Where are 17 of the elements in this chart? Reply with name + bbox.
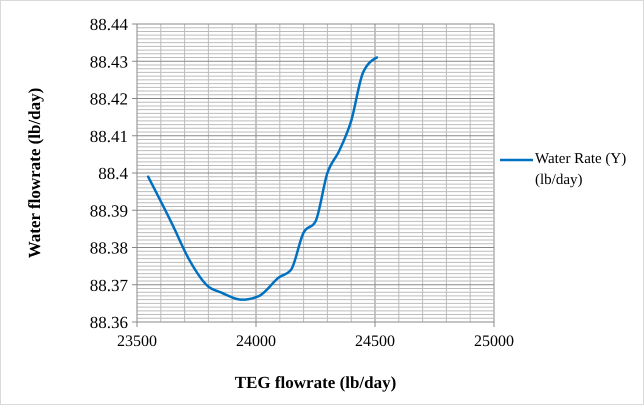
x-tick-label: 24000 xyxy=(236,333,276,350)
x-axis-title: TEG flowrate (lb/day) xyxy=(234,373,396,392)
y-tick-label: 88.39 xyxy=(90,201,128,220)
line-series xyxy=(146,56,378,301)
y-axis-title: Water flowrate (lb/day) xyxy=(25,88,44,258)
legend-label: Water Rate (Y) (lb/day) xyxy=(535,150,628,190)
x-tick-label: 23500 xyxy=(117,333,157,350)
y-tick-label: 88.4 xyxy=(98,164,128,183)
x-tick-label: 25000 xyxy=(474,333,514,350)
y-tick-label: 88.43 xyxy=(90,52,128,72)
x-tick-label: 24500 xyxy=(355,333,395,350)
y-tick-label: 88.42 xyxy=(90,90,128,108)
y-tick-label: 88.41 xyxy=(90,126,128,146)
y-tick-label: 88.38 xyxy=(90,238,128,258)
y-tick-label: 88.37 xyxy=(90,276,128,295)
y-tick-label: 88.44 xyxy=(90,15,128,34)
y-tick-label: 88.36 xyxy=(90,313,128,332)
